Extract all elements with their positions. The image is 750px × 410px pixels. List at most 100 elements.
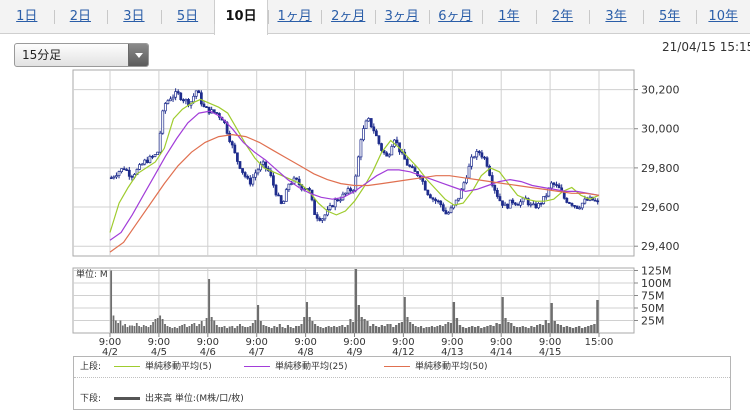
legend-ma5-label: 単純移動平均(5) [145, 362, 212, 372]
candle-body [447, 212, 450, 215]
candle-body [243, 172, 247, 177]
price-panel: 30,200 30,000 29,800 29,600 29,400 [72, 69, 680, 257]
volume-bar [249, 326, 252, 333]
interval-select[interactable]: 15分足 [14, 43, 149, 67]
volume-tick-label: 75M [641, 290, 665, 303]
volume-bar [547, 323, 550, 333]
volume-bar [428, 327, 431, 333]
candle-body [367, 118, 371, 122]
volume-bar [178, 326, 181, 333]
candle-body [472, 156, 476, 159]
x-tick-date: 4/7 [249, 347, 265, 356]
candle-body [233, 144, 237, 154]
candle-body [364, 120, 368, 129]
tab-period-2[interactable]: 3日 [123, 9, 145, 24]
volume-bar [400, 322, 404, 333]
tab-period-13[interactable]: 10年 [708, 9, 738, 24]
volume-bar [267, 327, 270, 333]
volume-bar [441, 326, 444, 333]
candle-body [369, 118, 373, 128]
tab-period-6[interactable]: 2ヶ月 [331, 9, 366, 24]
volume-bar [568, 327, 572, 333]
candle-body [421, 177, 425, 182]
tab-period-0[interactable]: 1日 [16, 9, 38, 24]
tab-period-12[interactable]: 5年 [658, 9, 681, 24]
chevron-down-icon[interactable] [128, 44, 148, 66]
candle-body [264, 161, 268, 169]
volume-bar [273, 326, 276, 333]
tab-separator [589, 10, 591, 24]
candle-body [431, 197, 435, 200]
volume-bar [110, 270, 113, 333]
tab-separator [214, 10, 216, 24]
candle-body [539, 203, 543, 205]
volume-bar [536, 325, 539, 333]
volume-bar [131, 325, 133, 333]
volume-tick-label: 50M [641, 302, 665, 315]
volume-bar [215, 325, 218, 333]
volume-bar [327, 326, 330, 333]
candle-body [511, 199, 515, 204]
volume-bar [117, 323, 120, 333]
candle-body [130, 175, 134, 178]
volume-bar [145, 326, 147, 333]
volume-bar [236, 326, 239, 333]
tab-period-10[interactable]: 2年 [551, 9, 574, 24]
volume-bar [213, 320, 216, 333]
volume-bar [369, 326, 372, 333]
volume-swatch [114, 397, 140, 400]
candle-body [202, 103, 206, 107]
tab-separator [535, 10, 537, 24]
candle-body [120, 168, 123, 173]
candle-body [308, 188, 311, 191]
tab-period-9[interactable]: 1年 [498, 9, 520, 24]
candle-body [207, 106, 211, 114]
tab-period-7[interactable]: 3ヶ月 [384, 9, 419, 24]
volume-bar [176, 328, 179, 333]
volume-bar [436, 326, 439, 333]
ma-line-2 [109, 133, 600, 253]
candle-body [148, 155, 152, 163]
candle-body [578, 207, 582, 210]
candle-body [228, 133, 232, 142]
candle-body [506, 203, 510, 209]
legend-ma25-label: 単純移動平均(25) [275, 362, 348, 372]
tab-period-11[interactable]: 3年 [605, 9, 627, 24]
price-chart-area: 30,200 30,000 29,800 29,600 29,400 125M100M7… [72, 69, 680, 356]
volume-bar [406, 317, 409, 333]
candle-body [236, 152, 239, 162]
volume-bar [425, 327, 428, 333]
candle-body [248, 177, 252, 185]
volume-bar [524, 327, 527, 333]
volume-bar [289, 327, 292, 333]
candle-body [380, 143, 383, 151]
candle-body [331, 205, 335, 208]
candle-body [575, 205, 579, 209]
candle-body [503, 203, 507, 206]
x-tick-time: 9:00 [441, 337, 463, 348]
candle-body [344, 192, 347, 195]
volume-bar [533, 327, 536, 333]
candle-body [485, 157, 489, 167]
x-tick-time: 15:00 [585, 337, 614, 348]
candle-body [238, 161, 242, 169]
tab-period-3[interactable]: 5日 [176, 9, 199, 24]
volume-bar [559, 325, 563, 333]
x-tick-time: 9:00 [99, 337, 121, 348]
tab-period-8[interactable]: 6ヶ月 [438, 9, 473, 24]
tab-period-5[interactable]: 1ヶ月 [277, 9, 312, 24]
x-tick-date: 4/13 [441, 347, 463, 356]
candle-body [568, 202, 571, 204]
volume-bar [571, 328, 575, 333]
tab-period-1[interactable]: 2日 [69, 9, 91, 24]
candle-body [109, 177, 113, 180]
candle-body [354, 175, 358, 191]
x-tick-date: 4/12 [392, 347, 414, 356]
volume-bar [244, 327, 247, 333]
candle-body [547, 187, 551, 197]
candle-body [197, 90, 201, 94]
tab-period-4[interactable]: 10日 [214, 0, 268, 35]
volume-bar [489, 325, 492, 333]
tab-separator [428, 10, 430, 24]
